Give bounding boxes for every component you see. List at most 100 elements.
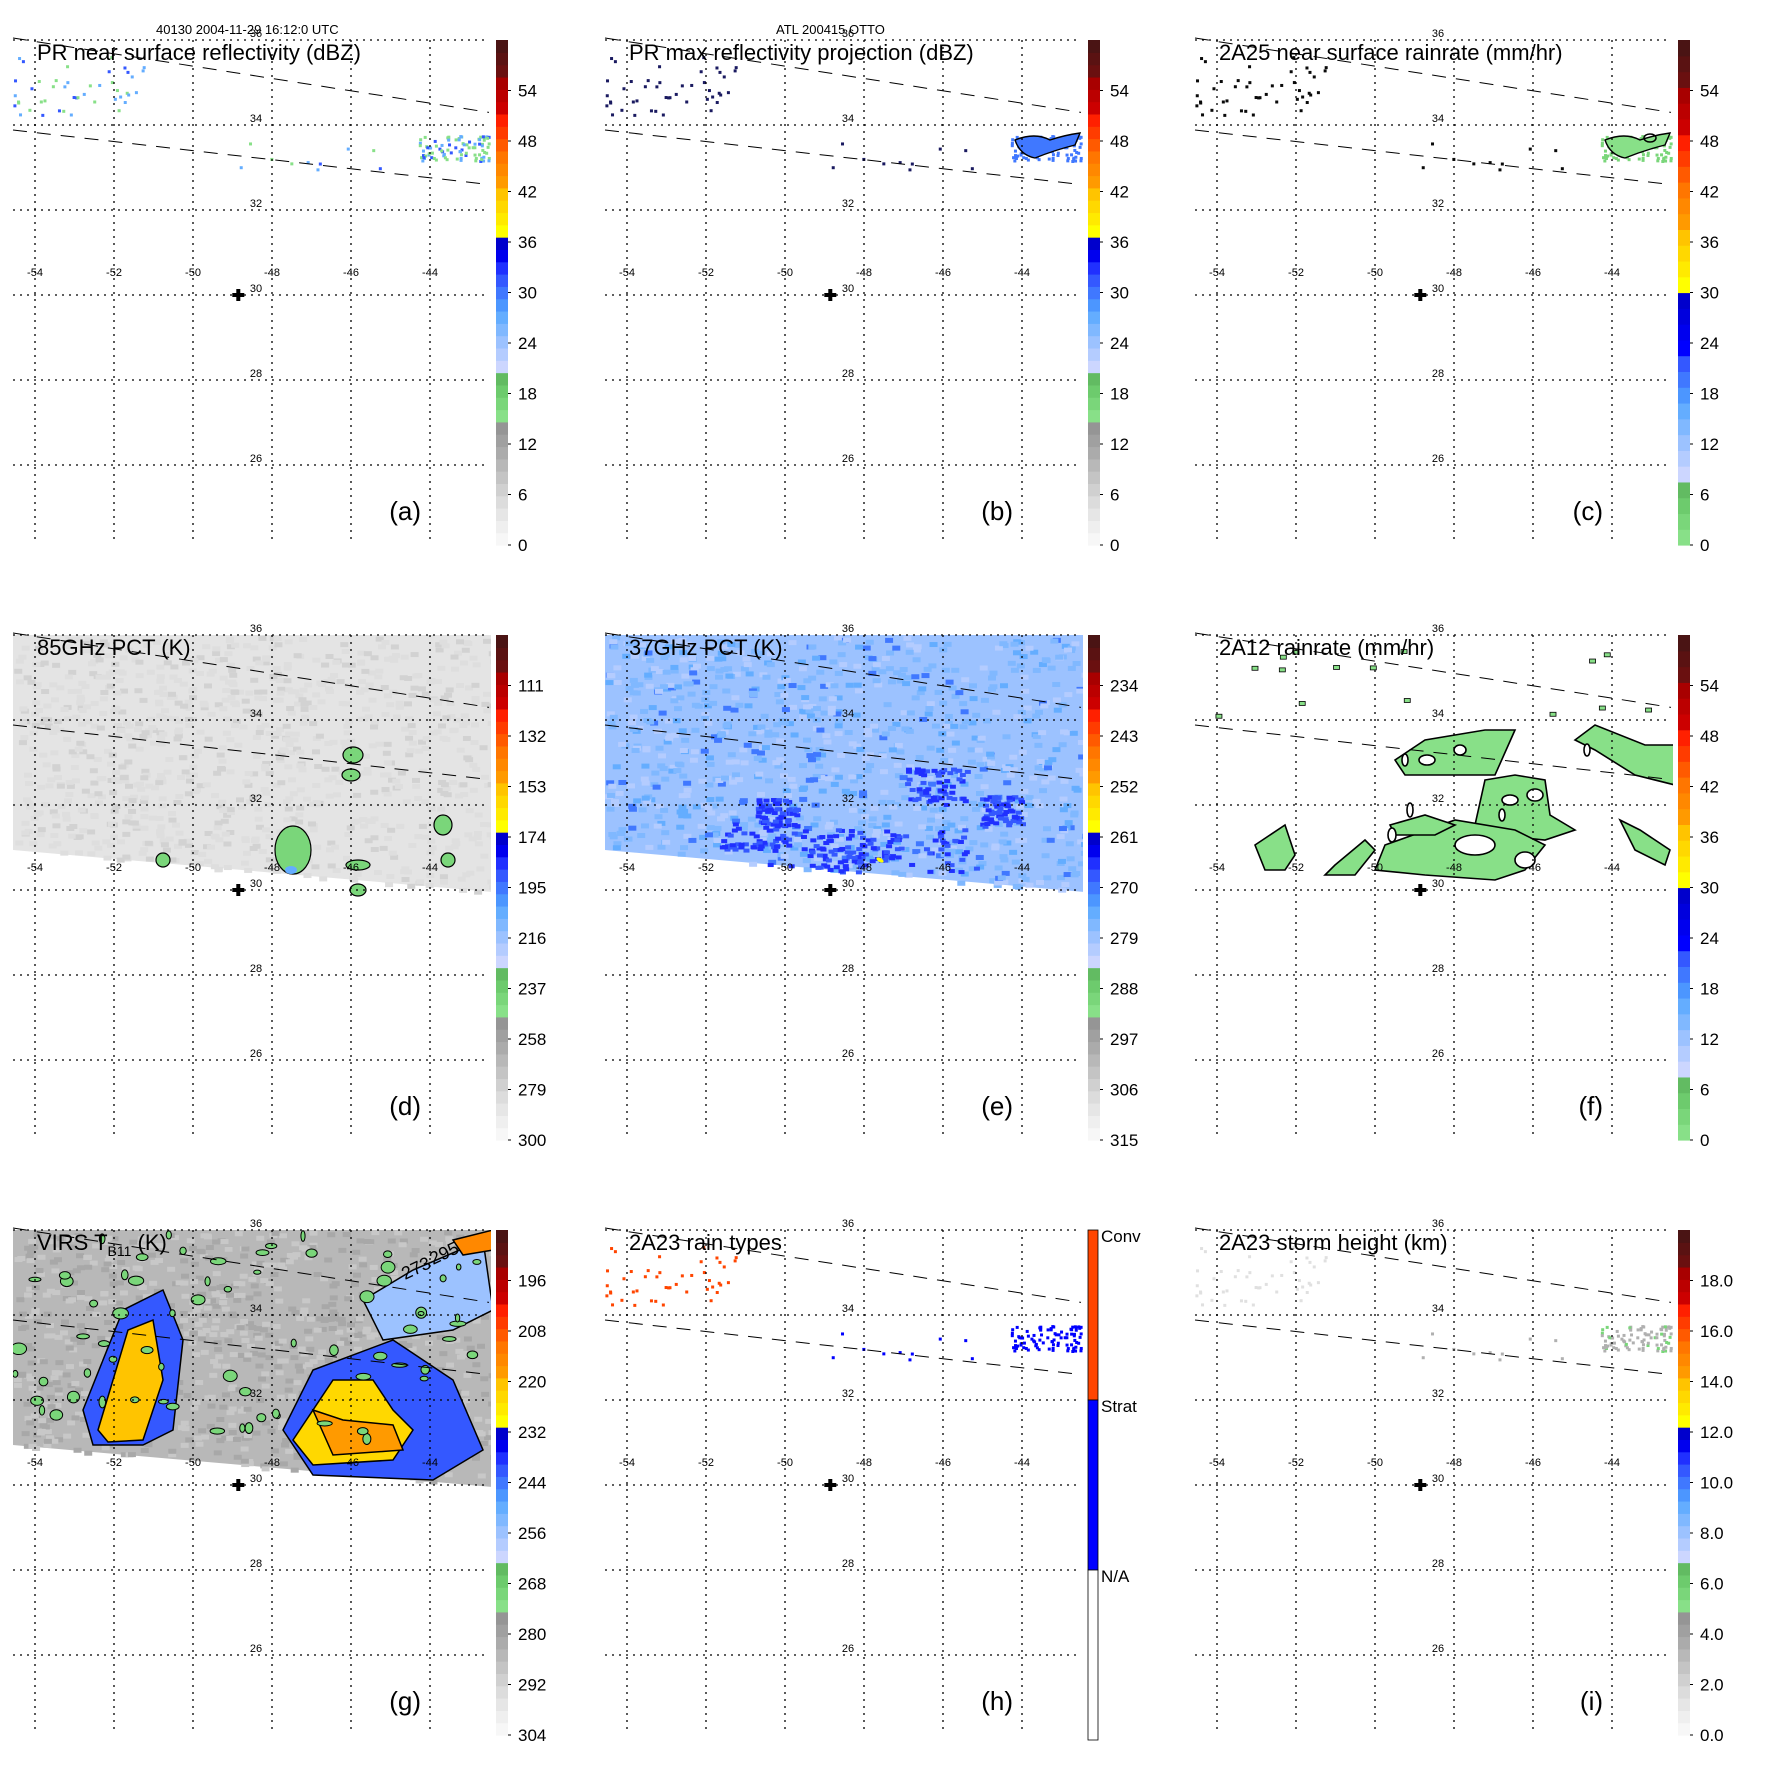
swath-pixel xyxy=(837,752,846,758)
colorbar-swatch xyxy=(1088,224,1100,238)
swath-pixel xyxy=(771,732,780,738)
colorbar-swatch xyxy=(1678,118,1690,136)
convective-pixel xyxy=(944,861,951,866)
colorbar-swatch xyxy=(1678,729,1690,747)
radar-pixel xyxy=(1668,1335,1672,1339)
swath-pixel xyxy=(272,1344,281,1350)
swath-pixel xyxy=(378,644,387,650)
radar-pixel xyxy=(690,1273,694,1277)
swath-pixel xyxy=(399,1238,408,1244)
convective-pixel xyxy=(773,839,780,844)
swath-pixel xyxy=(329,1309,338,1315)
convective-pixel xyxy=(936,780,943,785)
lon-tick-label: -46 xyxy=(1525,1457,1541,1469)
swath-pixel xyxy=(80,1391,89,1397)
colorbar-swatch xyxy=(496,40,508,53)
swath-pixel xyxy=(156,773,165,779)
swath-pixel xyxy=(465,808,474,814)
colorbar-swatch xyxy=(496,532,508,546)
swath-pixel xyxy=(1075,767,1083,773)
radar-pixel xyxy=(239,166,243,170)
swath-pixel xyxy=(772,760,781,766)
lat-tick-label: 36 xyxy=(250,623,262,635)
colorbar-tick-label: 297 xyxy=(1110,1030,1138,1049)
swath-pixel xyxy=(730,707,739,713)
convective-pixel xyxy=(807,854,814,859)
swath-pixel xyxy=(62,816,71,822)
swath-pixel xyxy=(410,652,419,658)
convective-pixel xyxy=(824,864,831,869)
swath-pixel xyxy=(463,1372,472,1378)
contour-cell xyxy=(130,1396,140,1404)
swath-pixel xyxy=(886,650,895,656)
swath-pixel xyxy=(157,741,166,747)
convective-pixel xyxy=(786,837,793,842)
swath-pixel xyxy=(450,844,459,850)
colorbar-swatch xyxy=(496,347,508,361)
radar-pixel xyxy=(418,141,422,145)
swath-pixel xyxy=(108,821,117,827)
convective-pixel xyxy=(802,829,809,834)
swath-pixel xyxy=(616,830,625,836)
swath-pixel xyxy=(1044,759,1053,765)
swath-pixel xyxy=(271,733,280,739)
contour-cell xyxy=(204,1276,211,1287)
swath-pixel xyxy=(54,775,63,781)
radar-pixel xyxy=(1010,141,1014,145)
swath-pixel xyxy=(241,1246,250,1252)
swath-pixel xyxy=(151,785,160,791)
swath-pixel xyxy=(855,644,864,650)
convective-pixel xyxy=(1019,800,1026,805)
colorbar-swatch xyxy=(496,434,508,448)
radar-pixel xyxy=(690,83,694,87)
colorbar-swatch xyxy=(1088,347,1100,361)
swath-pixel xyxy=(828,696,837,702)
lon-tick-label: -48 xyxy=(856,862,872,874)
colorbar-swatch xyxy=(1678,1076,1690,1094)
swath-pixel xyxy=(1003,780,1012,786)
convective-pixel xyxy=(898,846,905,851)
swath-pixel xyxy=(285,731,294,737)
convective-pixel xyxy=(889,854,896,859)
convective-pixel xyxy=(908,797,915,802)
swath-pixel xyxy=(215,657,224,663)
swath-pixel xyxy=(827,710,836,716)
swath-pixel xyxy=(90,780,99,786)
swath-pixel xyxy=(481,774,490,780)
swath-pixel xyxy=(382,750,391,756)
radar-pixel xyxy=(481,148,485,152)
radar-pixel xyxy=(1560,167,1564,171)
swath-pixel xyxy=(669,764,678,770)
swath-pixel xyxy=(654,814,663,820)
swath-pixel xyxy=(612,764,621,770)
swath-pixel xyxy=(390,1275,399,1281)
panel-title: 2A12 rainrate (mm/hr) xyxy=(1219,635,1434,660)
radar-pixel xyxy=(1612,1346,1616,1350)
lon-tick-label: -48 xyxy=(1446,862,1462,874)
swath-pixel xyxy=(291,1241,300,1247)
swath-pixel xyxy=(640,708,649,714)
radar-pixel xyxy=(1054,1333,1058,1337)
swath-pixel xyxy=(1009,767,1018,773)
radar-pixel xyxy=(685,100,689,104)
swath-pixel xyxy=(836,834,845,840)
radar-pixel xyxy=(1070,153,1074,157)
swath-pixel xyxy=(142,1244,151,1250)
swath-pixel xyxy=(240,1318,249,1324)
swath-pixel xyxy=(277,1424,286,1430)
swath-pixel xyxy=(243,1356,252,1362)
convective-pixel xyxy=(1001,812,1008,817)
convective-pixel xyxy=(962,799,969,804)
colorbar-category-label: Strat xyxy=(1101,1397,1137,1416)
swath-pixel xyxy=(978,802,987,808)
swath-pixel xyxy=(1050,638,1059,644)
swath-pixel xyxy=(200,705,209,711)
radar-pixel xyxy=(702,81,706,85)
convective-pixel xyxy=(870,837,877,842)
swath-pixel xyxy=(834,718,843,724)
contour-cell xyxy=(169,1309,176,1318)
swath-pixel xyxy=(1006,772,1015,778)
swath-pixel xyxy=(141,730,150,736)
